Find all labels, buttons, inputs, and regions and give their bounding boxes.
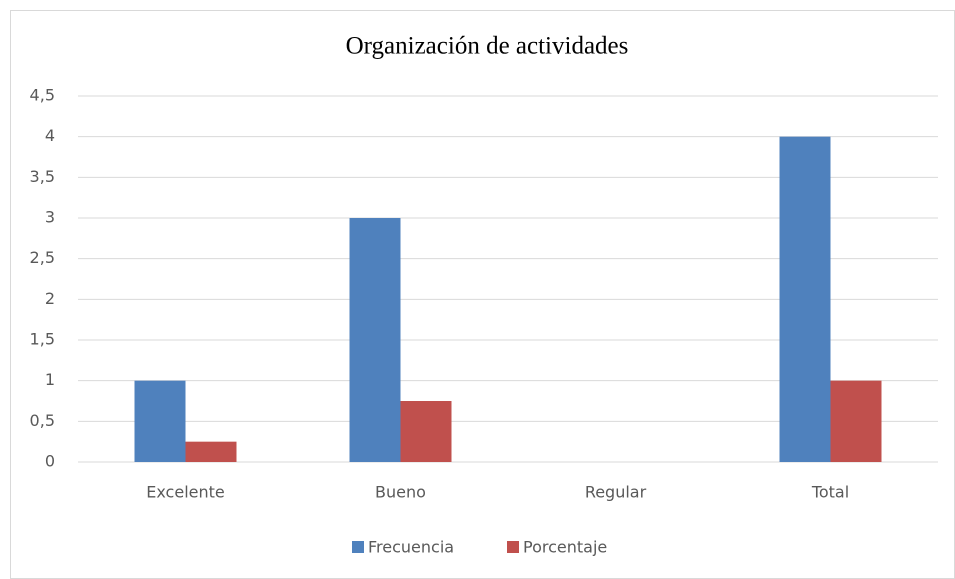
- y-tick-label: 1: [45, 370, 55, 389]
- y-tick-label: 3: [45, 208, 55, 227]
- legend-swatch: [352, 541, 364, 553]
- legend-label: Porcentaje: [523, 538, 607, 557]
- legend-label: Frecuencia: [368, 538, 454, 557]
- bar: [349, 218, 401, 462]
- x-tick-label: Bueno: [375, 483, 426, 502]
- legend-swatch: [507, 541, 519, 553]
- y-tick-label: 2: [45, 289, 55, 308]
- bar: [779, 136, 831, 462]
- y-tick-label: 1,5: [30, 330, 55, 349]
- x-tick-label: Regular: [585, 483, 647, 502]
- y-tick-label: 3,5: [30, 167, 55, 186]
- y-tick-label: 4: [45, 126, 55, 145]
- bar: [400, 401, 452, 462]
- x-tick-label: Total: [811, 483, 849, 502]
- bar: [185, 441, 237, 462]
- bar: [830, 380, 882, 462]
- bar: [134, 380, 186, 462]
- chart-title: Organización de actividades: [346, 33, 629, 60]
- y-tick-label: 4,5: [30, 86, 55, 105]
- x-tick-label: Excelente: [146, 483, 224, 502]
- y-tick-label: 0,5: [30, 411, 55, 430]
- y-tick-label: 0: [45, 452, 55, 471]
- y-tick-label: 2,5: [30, 248, 55, 267]
